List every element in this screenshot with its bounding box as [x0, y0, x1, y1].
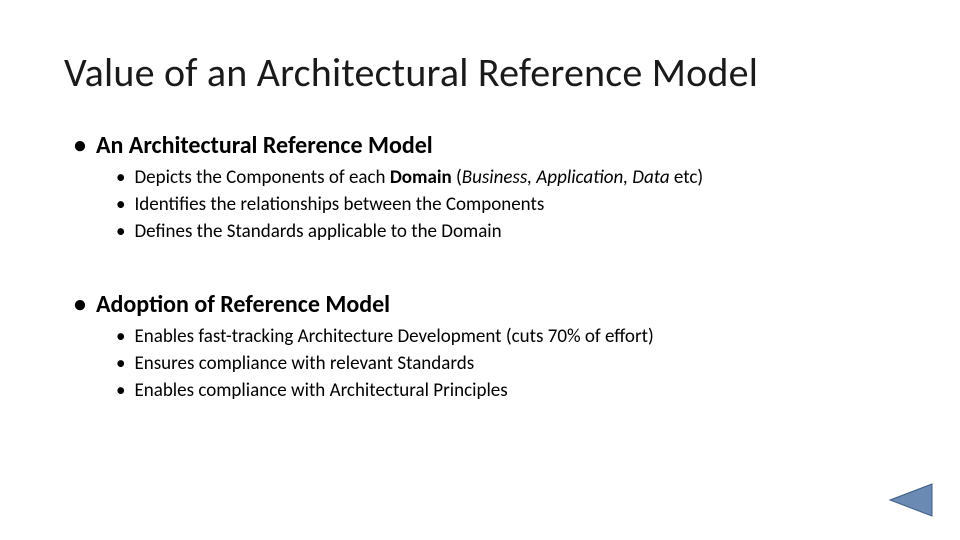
slide-title: Value of an Architectural Reference Mode… [64, 48, 896, 97]
list-item: • Enables fast-tracking Architecture Dev… [116, 325, 896, 349]
list-item-text: Ensures compliance with relevant Standar… [134, 352, 474, 376]
list-item-text: Identifies the relationships between the… [134, 193, 544, 217]
list-item: • Defines the Standards applicable to th… [116, 220, 896, 244]
list-item-text: Defines the Standards applicable to the … [134, 220, 501, 244]
list-item: • Depicts the Components of each Domain … [116, 166, 896, 190]
list-item: • Ensures compliance with relevant Stand… [116, 352, 896, 376]
section-heading: • Adoption of Reference Model [74, 290, 896, 319]
text-run: Depicts the Components of each [134, 166, 389, 189]
text-run-italic: Business, Application, Data [462, 166, 670, 189]
text-run: ( [452, 166, 462, 189]
list-item: • Enables compliance with Architectural … [116, 379, 896, 403]
section-gap [64, 246, 896, 290]
text-run: etc) [670, 166, 704, 189]
bullet-icon: • [116, 352, 125, 376]
bullet-icon: • [116, 220, 125, 244]
bullet-icon: • [74, 134, 86, 158]
bullet-icon: • [116, 325, 125, 349]
section-heading: • An Architectural Reference Model [74, 131, 896, 160]
section-heading-text: Adoption of Reference Model [96, 290, 390, 319]
list-item: • Identifies the relationships between t… [116, 193, 896, 217]
bullet-icon: • [116, 379, 125, 403]
slide: Value of an Architectural Reference Mode… [0, 0, 960, 540]
list-item-text: Depicts the Components of each Domain (B… [134, 166, 703, 190]
bullet-icon: • [74, 293, 86, 317]
bullet-icon: • [116, 166, 125, 190]
list-item-text: Enables fast-tracking Architecture Devel… [134, 325, 653, 349]
arrow-left-icon [888, 482, 934, 518]
text-run-bold: Domain [390, 166, 452, 189]
bullet-icon: • [116, 193, 125, 217]
arrow-left-shape [890, 484, 932, 516]
list-item-text: Enables compliance with Architectural Pr… [134, 379, 507, 403]
previous-slide-button[interactable] [888, 482, 934, 518]
section-heading-text: An Architectural Reference Model [96, 131, 433, 160]
